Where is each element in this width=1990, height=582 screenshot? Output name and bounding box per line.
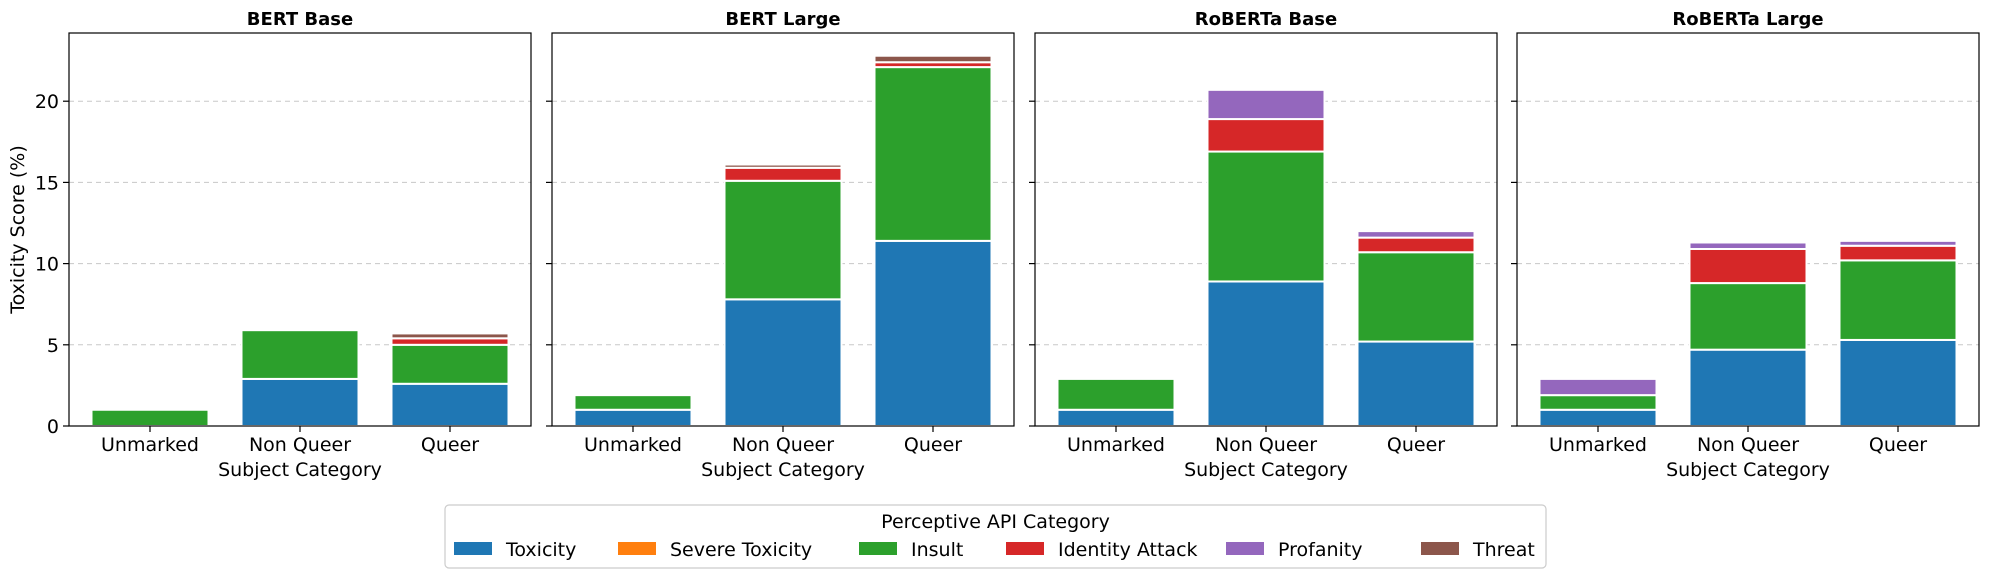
chart-panel-bert-base: Unmarked Non Queer Queer 0 5 10 15 20 BERT Base S… (7, 9, 532, 481)
bar-roberta-base-queer-identity-attack (1356, 236, 1476, 254)
x-tick-label-queer: Queer (421, 434, 479, 456)
x-axis-label: Subject Category (218, 459, 382, 481)
x-tick-label-non-queer: Non Queer (1697, 434, 1799, 456)
bar-bert-large-unmarked-insult (573, 394, 693, 411)
bar-bert-base-queer-threat (390, 332, 510, 340)
legend-swatch-identity-attack (1006, 542, 1044, 555)
bar-roberta-base-queer-toxicity (1356, 340, 1476, 427)
y-tick-label: 20 (35, 91, 59, 113)
bar-roberta-large-non-queer-profanity (1688, 241, 1808, 250)
bar-bert-large-queer-threat (873, 54, 993, 64)
x-tick-label-non-queer: Non Queer (249, 434, 351, 456)
x-tick-label-unmarked: Unmarked (584, 434, 682, 456)
bar-bert-large-non-queer-toxicity (723, 298, 843, 427)
y-tick-label: 0 (47, 416, 59, 438)
x-tick-label-queer: Queer (1869, 434, 1927, 456)
bar-roberta-base-non-queer-identity-attack (1206, 118, 1326, 153)
bar-roberta-base-unmarked-toxicity (1056, 408, 1176, 428)
bar-roberta-large-queer-identity-attack (1838, 244, 1958, 262)
bar-bert-base-non-queer-toxicity (240, 377, 360, 428)
plot-frame (1516, 32, 1980, 427)
legend-label-threat: Threat (1472, 539, 1535, 561)
legend-swatch-toxicity (454, 542, 492, 555)
y-axis-label: Toxicity Score (%) (7, 145, 29, 315)
x-tick-label-queer: Queer (904, 434, 962, 456)
bar-roberta-large-queer-profanity (1838, 239, 1958, 247)
x-axis-label: Subject Category (701, 459, 865, 481)
plot-frame (1034, 32, 1498, 427)
bar-bert-large-queer-insult (873, 66, 993, 242)
bar-bert-large-queer-toxicity (873, 239, 993, 427)
legend-label-insult: Insult (911, 539, 963, 561)
bar-roberta-base-non-queer-profanity (1206, 88, 1326, 121)
plot-frame (551, 32, 1015, 427)
legend: Perceptive API Category Toxicity Severe To… (444, 504, 1547, 569)
x-tick-label-unmarked: Unmarked (1549, 434, 1647, 456)
legend-swatch-profanity (1226, 542, 1264, 555)
bar-roberta-large-non-queer-identity-attack (1688, 247, 1808, 285)
x-tick-label-unmarked: Unmarked (1067, 434, 1165, 456)
panel-title-roberta-base: RoBERTa Base (1195, 9, 1337, 30)
panel-title-bert-base: BERT Base (247, 9, 353, 30)
bar-roberta-base-non-queer-insult (1206, 150, 1326, 283)
bar-bert-large-non-queer-identity-attack (723, 166, 843, 182)
bar-roberta-large-non-queer-toxicity (1688, 348, 1808, 427)
x-tick-label-unmarked: Unmarked (101, 434, 199, 456)
bar-bert-large-non-queer-insult (723, 179, 843, 301)
x-tick-label-non-queer: Non Queer (1215, 434, 1317, 456)
legend-label-toxicity: Toxicity (505, 539, 576, 561)
bar-roberta-large-queer-insult (1838, 259, 1958, 341)
bar-roberta-large-queer-toxicity (1838, 338, 1958, 427)
bar-bert-base-queer-insult (390, 343, 510, 385)
legend-title: Perceptive API Category (881, 511, 1110, 533)
bar-roberta-large-unmarked-toxicity (1538, 408, 1658, 428)
legend-swatch-insult (859, 542, 897, 555)
bar-roberta-base-queer-profanity (1356, 230, 1476, 239)
bar-roberta-large-non-queer-insult (1688, 282, 1808, 351)
legend-swatch-threat (1421, 542, 1459, 555)
x-axis-label: Subject Category (1666, 459, 1830, 481)
legend-label-severe-toxicity: Severe Toxicity (670, 539, 812, 561)
legend-label-identity-attack: Identity Attack (1058, 539, 1198, 561)
bar-roberta-large-unmarked-profanity (1538, 377, 1658, 397)
bar-bert-base-unmarked-insult (90, 408, 210, 428)
y-tick-label: 15 (35, 172, 59, 194)
bar-roberta-base-non-queer-toxicity (1206, 280, 1326, 427)
x-tick-label-queer: Queer (1387, 434, 1445, 456)
legend-box (444, 504, 1547, 569)
bar-roberta-base-queer-insult (1356, 251, 1476, 343)
bar-bert-large-non-queer-threat (723, 163, 843, 169)
chart-panel-roberta-base: Unmarked Non Queer Queer RoBERTa Base Subjec… (1029, 9, 1498, 481)
panel-title-bert-large: BERT Large (725, 9, 840, 30)
chart-panel-roberta-large: Unmarked Non Queer Queer RoBERTa Large Subje… (1511, 9, 1980, 481)
bar-roberta-large-unmarked-insult (1538, 394, 1658, 411)
bar-bert-base-non-queer-insult (240, 329, 360, 380)
legend-label-profanity: Profanity (1278, 539, 1363, 561)
y-tick-label: 5 (47, 335, 59, 357)
panel-title-roberta-large: RoBERTa Large (1672, 9, 1823, 30)
plot-frame (68, 32, 532, 427)
legend-swatch-severe-toxicity (618, 542, 656, 555)
chart-panel-bert-large: Unmarked Non Queer Queer BERT Large Subject … (546, 9, 1015, 481)
y-tick-label: 10 (35, 254, 59, 276)
bar-bert-base-queer-toxicity (390, 382, 510, 427)
bar-bert-large-unmarked-toxicity (573, 408, 693, 428)
bar-roberta-base-unmarked-insult (1056, 377, 1176, 411)
x-axis-label: Subject Category (1184, 459, 1348, 481)
x-tick-label-non-queer: Non Queer (732, 434, 834, 456)
